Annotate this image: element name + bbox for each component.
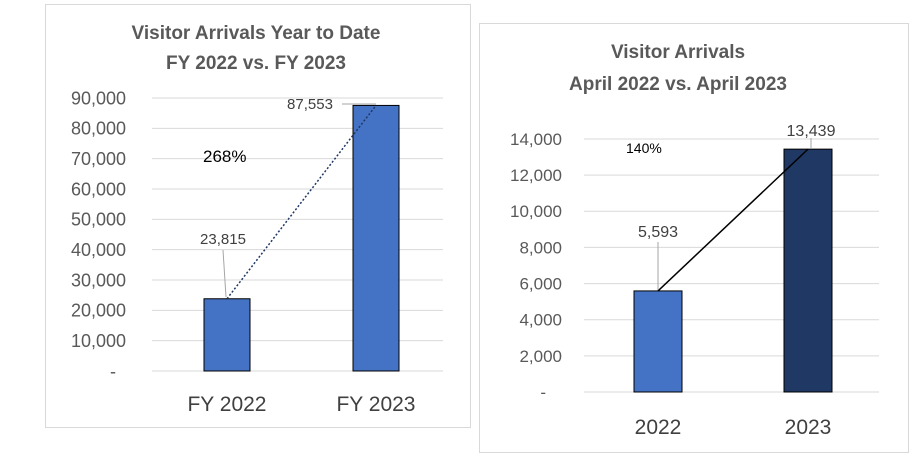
bar: [203, 298, 251, 372]
chart-subtitle: April 2022 vs. April 2023: [569, 74, 787, 95]
growth-connector-line: [657, 148, 809, 292]
data-label: 23,815: [200, 231, 246, 248]
category-label: 2023: [785, 416, 832, 439]
y-tick-label: 10,000: [71, 331, 126, 351]
y-tick-label: 2,000: [519, 347, 562, 366]
y-tick-label: 50,000: [71, 210, 126, 230]
bar: [783, 148, 833, 393]
chart-panel-april: Visitor Arrivals April 2022 vs. April 202…: [479, 23, 909, 453]
chart-panel-ytd: Visitor Arrivals Year to Date FY 2022 vs.…: [45, 4, 471, 428]
y-tick-label: 20,000: [71, 301, 126, 321]
y-tick-label: 60,000: [71, 179, 126, 199]
growth-percent-annotation: 268%: [203, 147, 246, 166]
y-tick-label: 70,000: [71, 149, 126, 169]
data-label: 87,553: [287, 96, 333, 113]
bar: [352, 104, 400, 372]
y-tick-label: 6,000: [519, 275, 562, 294]
growth-connector-line: [226, 104, 377, 300]
y-tick-label: 4,000: [519, 311, 562, 330]
y-tick-label: 8,000: [519, 238, 562, 257]
y-tick-label: 30,000: [71, 270, 126, 290]
y-tick-label: 40,000: [71, 240, 126, 260]
y-tick-label: 14,000: [510, 130, 562, 149]
y-tick-label: 90,000: [71, 88, 126, 108]
y-tick-label: 12,000: [510, 166, 562, 185]
y-tick-label: 80,000: [71, 119, 126, 139]
chart-april: Visitor Arrivals April 2022 vs. April 202…: [510, 42, 879, 439]
bar: [633, 290, 683, 393]
data-label-leader: [222, 249, 227, 298]
chart-title: Visitor Arrivals: [611, 42, 745, 63]
category-label: 2022: [635, 416, 682, 439]
y-tick-label: 10,000: [510, 202, 562, 221]
chart-subtitle: FY 2022 vs. FY 2023: [166, 53, 346, 74]
y-tick-label: -: [540, 383, 546, 402]
growth-percent-annotation: 140%: [626, 140, 662, 156]
data-label: 13,439: [787, 123, 836, 140]
y-tick-label: -: [110, 361, 116, 381]
category-label: FY 2023: [336, 393, 415, 416]
chart-title: Visitor Arrivals Year to Date: [132, 23, 381, 44]
category-label: FY 2022: [187, 393, 266, 416]
chart-ytd: Visitor Arrivals Year to Date FY 2022 vs.…: [71, 23, 443, 416]
data-label: 5,593: [638, 224, 678, 241]
